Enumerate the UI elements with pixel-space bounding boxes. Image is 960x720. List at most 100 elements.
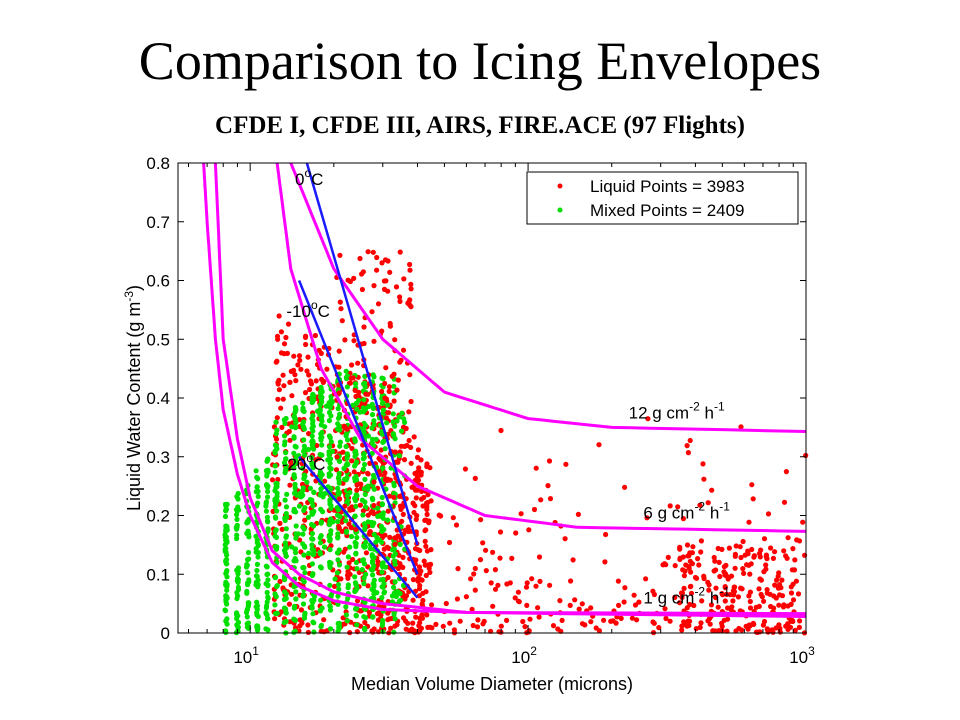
mixed-point <box>274 508 280 514</box>
mixed-point <box>336 586 342 593</box>
liquid-point <box>687 618 693 624</box>
liquid-point <box>622 585 628 591</box>
envelope-label-sup2: -1 <box>719 499 730 513</box>
mixed-point <box>265 571 271 577</box>
mixed-point <box>291 584 297 590</box>
mixed-point <box>318 622 325 628</box>
liquid-point <box>408 398 414 405</box>
mixed-point <box>326 418 332 424</box>
mixed-point <box>291 472 297 478</box>
liquid-point <box>791 567 798 573</box>
liquid-point <box>336 525 342 531</box>
x-axis-label: Median Volume Diameter (microns) <box>351 674 633 694</box>
liquid-point <box>395 377 401 383</box>
mixed-point <box>396 598 402 605</box>
liquid-point <box>667 503 673 509</box>
mixed-point <box>344 564 350 570</box>
liquid-point <box>366 609 373 615</box>
liquid-point <box>497 529 504 535</box>
mixed-point <box>375 513 381 520</box>
mixed-point <box>319 442 325 448</box>
liquid-point <box>305 622 311 628</box>
liquid-point <box>679 627 685 633</box>
mixed-point <box>345 554 351 560</box>
envelope-curve <box>213 162 807 618</box>
liquid-point <box>495 582 501 588</box>
mixed-point <box>337 411 343 417</box>
liquid-point <box>457 618 463 624</box>
liquid-point <box>746 519 752 525</box>
mixed-point <box>335 415 342 421</box>
mixed-point <box>337 514 343 520</box>
liquid-point <box>351 469 357 475</box>
mixed-point <box>397 541 403 548</box>
liquid-point <box>337 252 343 258</box>
mixed-point <box>361 543 367 549</box>
liquid-point <box>391 494 397 500</box>
liquid-point <box>738 424 744 430</box>
mixed-point <box>274 446 280 452</box>
mixed-point <box>344 451 350 457</box>
liquid-point <box>397 298 403 304</box>
mixed-point <box>353 503 359 509</box>
liquid-point <box>771 605 777 611</box>
liquid-point <box>672 563 678 569</box>
liquid-point <box>681 573 688 579</box>
mixed-point <box>254 581 260 588</box>
liquid-point <box>403 618 409 624</box>
liquid-point <box>401 276 407 282</box>
liquid-point <box>710 628 716 634</box>
mixed-point <box>336 547 342 553</box>
liquid-point <box>337 299 343 305</box>
mixed-point <box>335 531 341 537</box>
liquid-point <box>395 565 401 572</box>
mixed-point <box>265 583 271 589</box>
liquid-point <box>472 475 478 481</box>
mixed-point <box>362 527 368 533</box>
liquid-point <box>424 463 430 470</box>
mixed-point <box>375 505 381 511</box>
mixed-point <box>392 579 398 585</box>
mixed-point <box>283 466 289 472</box>
liquid-point <box>407 297 413 303</box>
liquid-point <box>792 627 798 634</box>
liquid-point <box>726 545 733 551</box>
liquid-point <box>411 509 417 516</box>
liquid-point <box>423 589 429 595</box>
mixed-point <box>264 589 270 596</box>
liquid-point <box>568 578 574 584</box>
mixed-point <box>309 455 315 461</box>
liquid-point <box>356 393 362 399</box>
mixed-point <box>344 384 350 390</box>
liquid-point <box>347 571 353 577</box>
liquid-point <box>475 617 481 623</box>
liquid-point <box>733 543 739 549</box>
liquid-point <box>490 603 496 609</box>
liquid-point <box>351 275 357 281</box>
y-tick-label: 0.7 <box>146 213 170 232</box>
mixed-point <box>327 497 333 503</box>
liquid-point <box>691 602 697 609</box>
mixed-point <box>263 508 269 514</box>
mixed-point <box>301 472 307 478</box>
mixed-point <box>391 480 397 486</box>
mixed-point <box>305 446 312 453</box>
liquid-point <box>274 333 281 339</box>
liquid-point <box>526 527 532 533</box>
mixed-point <box>253 549 259 555</box>
mixed-point <box>327 604 333 610</box>
liquid-point <box>302 517 308 523</box>
liquid-point <box>567 602 573 609</box>
liquid-point <box>526 629 532 635</box>
liquid-point <box>602 559 608 565</box>
mixed-point <box>300 601 307 607</box>
liquid-point <box>773 595 779 601</box>
mixed-point <box>264 603 270 609</box>
liquid-point <box>379 388 385 395</box>
mixed-point <box>253 604 259 610</box>
mixed-point <box>353 492 360 498</box>
mixed-point <box>310 571 316 577</box>
mixed-point <box>343 604 349 610</box>
mixed-point <box>245 570 251 576</box>
liquid-point <box>354 487 360 493</box>
